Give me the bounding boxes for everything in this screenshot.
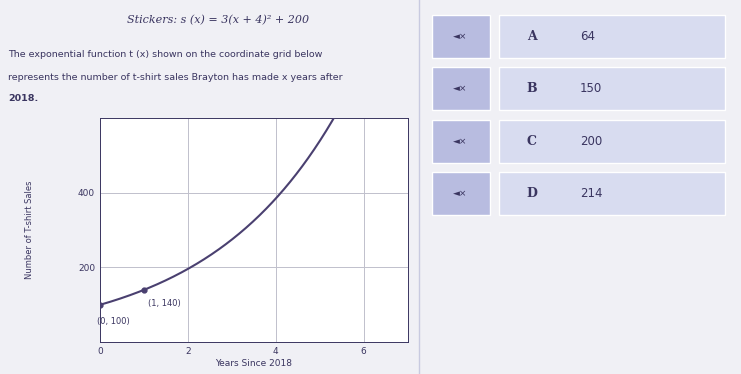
Text: C: C (527, 135, 536, 148)
FancyBboxPatch shape (431, 15, 490, 58)
Text: (0, 100): (0, 100) (96, 317, 129, 326)
FancyBboxPatch shape (499, 172, 725, 215)
Text: 150: 150 (579, 82, 602, 95)
FancyBboxPatch shape (431, 120, 490, 163)
Text: 214: 214 (579, 187, 602, 200)
FancyBboxPatch shape (431, 172, 490, 215)
FancyBboxPatch shape (499, 120, 725, 163)
X-axis label: Years Since 2018: Years Since 2018 (216, 359, 292, 368)
Text: The exponential function t (x) shown on the coordinate grid below: The exponential function t (x) shown on … (8, 50, 323, 59)
FancyBboxPatch shape (499, 15, 725, 58)
Text: B: B (526, 82, 536, 95)
Text: 64: 64 (579, 30, 595, 43)
Text: represents the number of t-shirt sales Brayton has made x years after: represents the number of t-shirt sales B… (8, 73, 343, 82)
Text: 200: 200 (579, 135, 602, 148)
Text: ◄×: ◄× (453, 137, 468, 146)
Text: (1, 140): (1, 140) (148, 298, 181, 307)
Text: 2018.: 2018. (8, 94, 39, 103)
Text: ◄×: ◄× (453, 189, 468, 198)
FancyBboxPatch shape (499, 67, 725, 110)
Text: ◄×: ◄× (453, 32, 468, 41)
Text: Stickers: s (x) = 3(x + 4)² + 200: Stickers: s (x) = 3(x + 4)² + 200 (127, 15, 309, 25)
Text: D: D (526, 187, 537, 200)
Text: ◄×: ◄× (453, 84, 468, 94)
Text: Number of T-shirt Sales: Number of T-shirt Sales (25, 181, 34, 279)
FancyBboxPatch shape (431, 67, 490, 110)
Text: A: A (527, 30, 536, 43)
